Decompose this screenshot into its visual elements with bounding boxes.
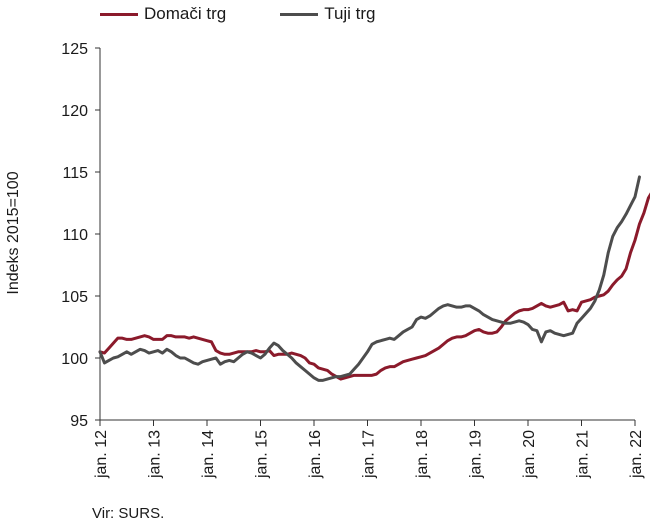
series-line-tuji-trg (98, 175, 641, 382)
legend-item-tuji-trg[interactable]: Tuji trg (280, 4, 376, 24)
y-tick-label: 110 (62, 227, 88, 244)
legend-swatch-domaci-trg (100, 12, 138, 16)
x-tick-label: jan. 15 (254, 430, 271, 479)
x-tick-label: jan. 22 (628, 430, 645, 479)
series-line-domaci-trg (98, 192, 650, 381)
y-tick-label: 115 (62, 165, 88, 182)
x-tick-label: jan. 19 (468, 430, 485, 479)
x-tick-label: jan. 17 (361, 430, 378, 479)
x-tick-label: jan. 21 (575, 430, 592, 479)
y-tick-label: 100 (61, 351, 88, 368)
legend-item-domaci-trg[interactable]: Domači trg (100, 4, 226, 24)
x-tick-label: jan. 12 (93, 430, 110, 479)
legend-label-domaci-trg: Domači trg (144, 4, 227, 23)
x-tick-label: jan. 20 (521, 430, 538, 479)
y-tick-label: 95 (70, 413, 88, 430)
x-tick-label: jan. 16 (307, 430, 324, 479)
source-note: Vir: SURS. (92, 505, 165, 522)
x-tick-label: jan. 13 (147, 430, 164, 479)
x-tick-label: jan. 14 (200, 430, 217, 479)
legend-swatch-tuji-trg (280, 12, 319, 16)
y-tick-label: 120 (61, 103, 88, 120)
x-tick-label: jan. 18 (414, 430, 431, 479)
chart-legend: Domači trg Tuji trg (100, 4, 376, 24)
y-tick-label: 125 (61, 41, 88, 58)
y-tick-label: 105 (61, 289, 88, 306)
legend-label-tuji-trg: Tuji trg (324, 4, 376, 23)
